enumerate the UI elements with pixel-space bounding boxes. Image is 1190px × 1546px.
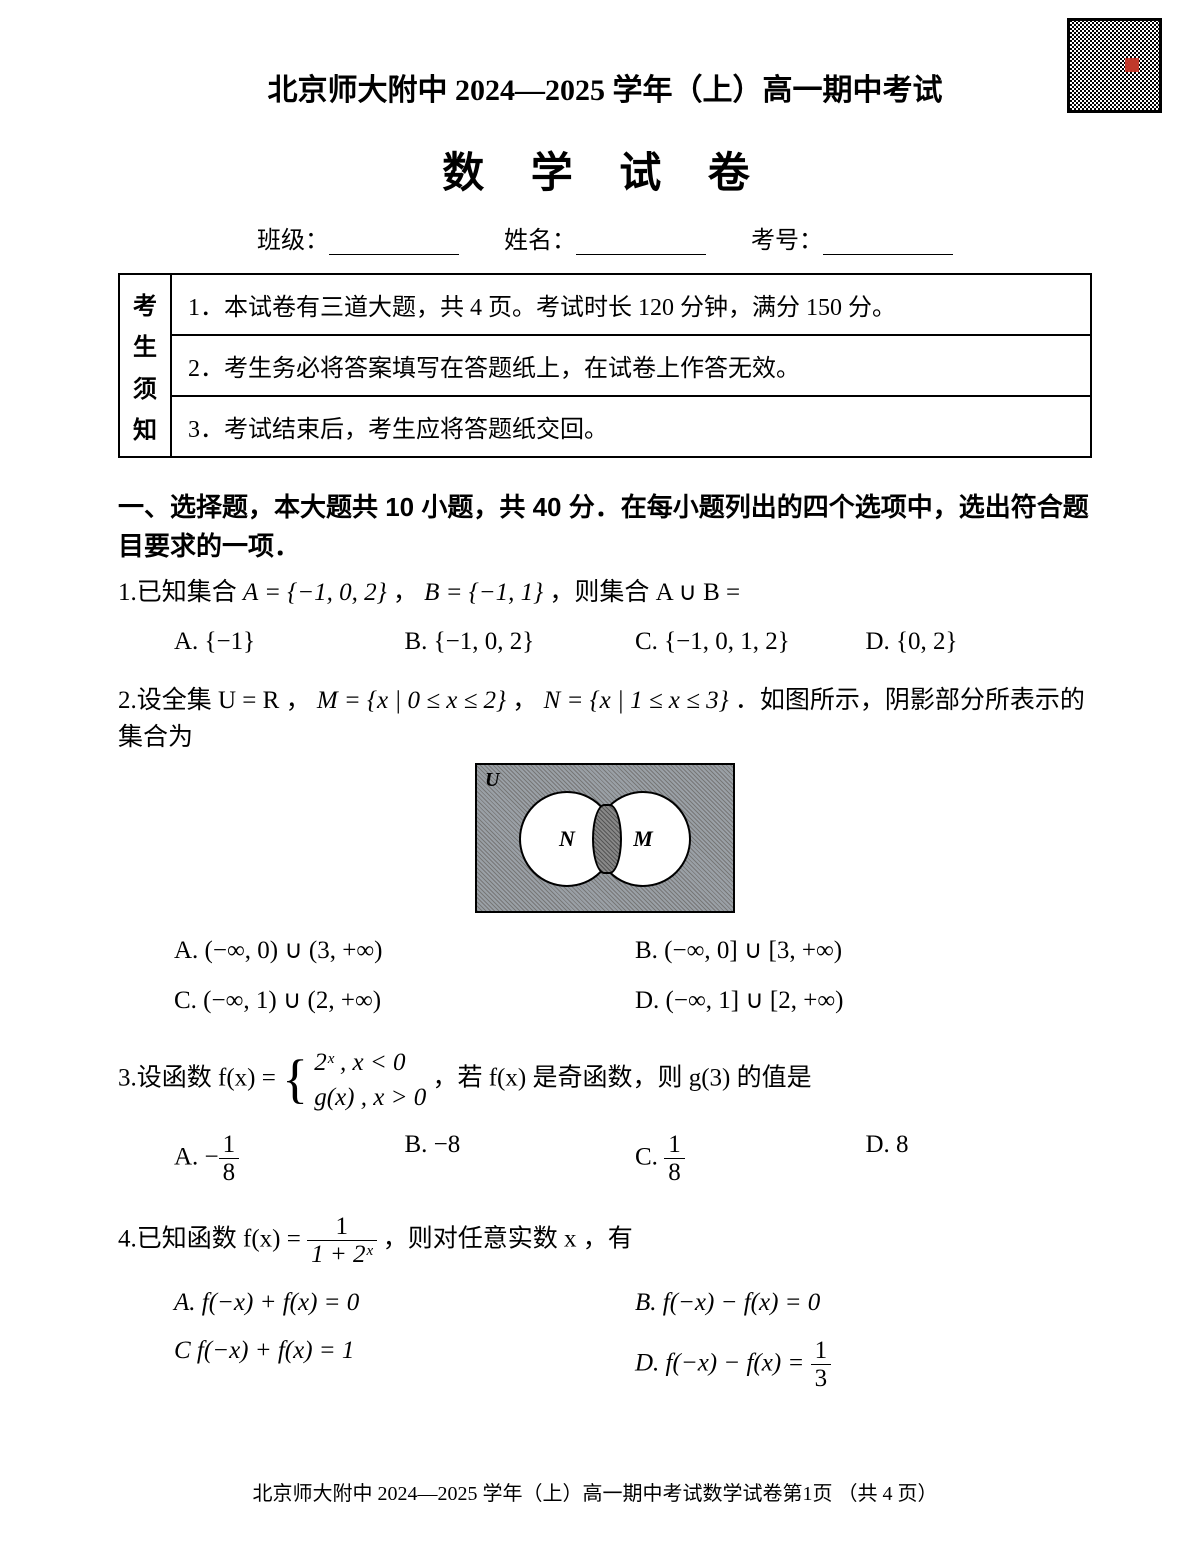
notice-list: 1．本试卷有三道大题，共 4 页。考试时长 120 分钟，满分 150 分。 2… [172,275,1090,456]
question-4: 4.已知函数 f(x) = 11 + 2ˣ ，则对任意实数 x ，有 [118,1213,1092,1269]
notice-side-char: 须 [133,369,157,404]
frac-den: 8 [664,1159,685,1187]
notice-side-char: 知 [133,410,157,445]
q4-choice-d[interactable]: D. f(−x) − f(x) = 13 [631,1327,1092,1403]
section-1-title: 一、选择题，本大题共 10 小题，共 40 分．在每小题列出的四个选项中，选出符… [118,488,1092,566]
q1-choice-c[interactable]: C. {−1, 0, 1, 2} [631,622,862,662]
name-field: 姓名： [504,220,706,255]
notice-side-label: 考 生 须 知 [120,275,172,456]
q1-set-a: A = {−1, 0, 2} [243,579,387,606]
q4-choice-a[interactable]: A. f(−x) + f(x) = 0 [170,1279,631,1327]
q1-choice-b[interactable]: B. {−1, 0, 2} [401,622,632,662]
venn-intersection [592,804,622,874]
notice-item: 1．本试卷有三道大题，共 4 页。考试时长 120 分钟，满分 150 分。 [172,275,1090,334]
q2-choice-b[interactable]: B. (−∞, 0] ∪ [3, +∞) [631,925,1092,975]
id-blank[interactable] [823,231,953,255]
q3-c-frac: 18 [664,1131,685,1187]
q2-text: 2.设全集 U = R ， [118,687,311,714]
q2-set-m: M = {x | 0 ≤ x ≤ 2} [317,687,506,714]
q4-choice-c[interactable]: C f(−x) + f(x) = 1 [170,1327,631,1403]
frac-num: 1 [219,1131,240,1160]
q1-post: ，则集合 A ∪ B = [549,579,740,606]
frac-num: 1 [664,1131,685,1160]
q2-choice-a[interactable]: A. (−∞, 0) ∪ (3, +∞) [170,925,631,975]
q3-choice-a[interactable]: A. −18 [170,1125,401,1193]
q2-sep: ， [512,687,537,714]
frac-num: 1 [811,1337,832,1366]
notice-side-char: 考 [133,286,157,321]
venn-diagram-wrap: U N M [110,763,1100,913]
question-3: 3.设函数 f(x) = { 2ˣ , x < 0 g(x) , x > 0 ，… [118,1045,1092,1115]
notice-side-char: 生 [133,327,157,362]
q4-frac: 11 + 2ˣ [307,1213,376,1269]
q3-choice-c[interactable]: C. 18 [631,1125,862,1193]
q1-set-b: B = {−1, 1} [424,579,543,606]
name-blank[interactable] [576,231,706,255]
frac-den: 3 [811,1365,832,1393]
id-label: 考号： [751,228,823,254]
q4-choice-b[interactable]: B. f(−x) − f(x) = 0 [631,1279,1092,1327]
q3-choice-b[interactable]: B. −8 [401,1125,632,1193]
notice-item: 2．考生务必将答案填写在答题纸上，在试卷上作答无效。 [172,334,1090,395]
venn-universe-label: U [485,769,499,792]
id-field: 考号： [751,220,953,255]
q1-sep: ， [393,579,418,606]
q4-post: ，则对任意实数 x ，有 [383,1225,633,1252]
q2-choice-d[interactable]: D. (−∞, 1] ∪ [2, +∞) [631,975,1092,1025]
brace-icon: { [282,1055,308,1104]
q3-post: ，若 f(x) 是奇函数，则 g(3) 的值是 [432,1064,811,1091]
q3-row1: 2ˣ , x < 0 [314,1045,426,1080]
name-label: 姓名： [504,228,576,254]
q3-choices: A. −18 B. −8 C. 18 D. 8 [170,1125,1092,1193]
class-blank[interactable] [329,231,459,255]
class-field: 班级： [257,220,459,255]
q2-choice-c[interactable]: C. (−∞, 1) ∪ (2, +∞) [170,975,631,1025]
q3-row2: g(x) , x > 0 [314,1080,426,1115]
q3-choice-d[interactable]: D. 8 [862,1125,1093,1193]
q3-piecewise: { 2ˣ , x < 0 g(x) , x > 0 [282,1045,426,1115]
q4-d-frac: 13 [811,1337,832,1393]
q1-choices: A. {−1} B. {−1, 0, 2} C. {−1, 0, 1, 2} D… [170,622,1092,662]
q3-pre: 3.设函数 f(x) = [118,1064,282,1091]
document-title: 数 学 试 卷 [110,139,1100,200]
q1-choice-d[interactable]: D. {0, 2} [862,622,1093,662]
q1-choice-a[interactable]: A. {−1} [170,622,401,662]
frac-den: 8 [219,1159,240,1187]
q4-d-pre: D. f(−x) − f(x) = [635,1349,811,1376]
venn-n-label: N [559,826,575,852]
q4-pre: 4.已知函数 f(x) = [118,1225,307,1252]
student-info-row: 班级： 姓名： 考号： [110,220,1100,255]
q3-a-frac: 18 [219,1131,240,1187]
q3-c-pre: C. [635,1143,664,1170]
frac-den: 1 + 2ˣ [307,1241,376,1269]
q4-choices: A. f(−x) + f(x) = 0 B. f(−x) − f(x) = 0 … [170,1279,1092,1403]
frac-num: 1 [307,1213,376,1242]
qr-accent [1125,58,1139,72]
question-1: 1.已知集合 A = {−1, 0, 2} ， B = {−1, 1} ，则集合… [118,574,1092,612]
page-header: 北京师大附中 2024—2025 学年（上）高一期中考试 [110,65,1100,109]
q3-a-pre: A. − [174,1143,219,1170]
notice-item: 3．考试结束后，考生应将答题纸交回。 [172,395,1090,456]
question-2: 2.设全集 U = R ， M = {x | 0 ≤ x ≤ 2} ， N = … [118,682,1092,757]
q2-choices: A. (−∞, 0) ∪ (3, +∞) B. (−∞, 0] ∪ [3, +∞… [170,925,1092,1025]
q1-text: 1.已知集合 [118,579,243,606]
page-footer: 北京师大附中 2024—2025 学年（上）高一期中考试数学试卷第1页 （共 4… [0,1477,1190,1506]
class-label: 班级： [257,228,329,254]
qr-code [1067,18,1162,113]
venn-m-label: M [633,826,653,852]
notice-box: 考 生 须 知 1．本试卷有三道大题，共 4 页。考试时长 120 分钟，满分 … [118,273,1092,458]
q2-set-n: N = {x | 1 ≤ x ≤ 3} [544,687,729,714]
venn-diagram: U N M [475,763,735,913]
